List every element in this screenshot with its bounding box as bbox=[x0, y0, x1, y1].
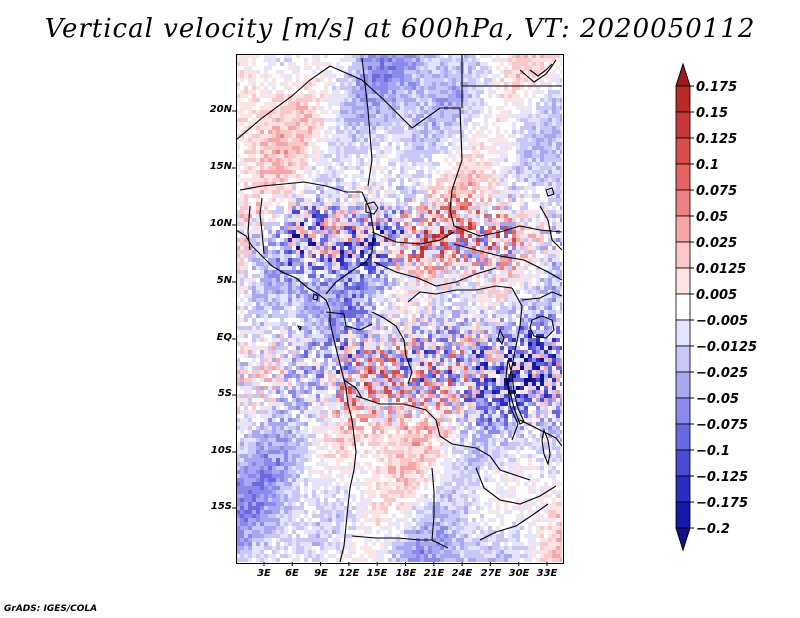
lon-label: 30E bbox=[508, 568, 530, 579]
colorbar-label: −0.025 bbox=[696, 366, 749, 381]
lon-label: 15E bbox=[366, 568, 388, 579]
border-gabon bbox=[325, 311, 373, 331]
colorbar-label: −0.0125 bbox=[696, 340, 758, 355]
border-chad-sudan bbox=[411, 107, 463, 227]
country-borders bbox=[236, 54, 562, 562]
colorbar-label: 0.15 bbox=[696, 106, 729, 121]
border-niger-nigeria bbox=[239, 181, 362, 193]
colorbar bbox=[675, 62, 694, 552]
lon-label: 33E bbox=[536, 568, 558, 579]
lat-label: 5N bbox=[216, 275, 232, 286]
border-uganda-kenya bbox=[521, 291, 562, 301]
border-tanzania bbox=[519, 419, 562, 447]
border-niger-chad bbox=[361, 57, 373, 187]
colorbar-label: −0.075 bbox=[696, 418, 749, 433]
colorbar-label: 0.025 bbox=[696, 236, 738, 251]
border-car-south bbox=[373, 261, 497, 287]
border-chad-car bbox=[371, 231, 455, 245]
colorbar-segment bbox=[675, 397, 691, 425]
lat-label: 15N bbox=[209, 161, 232, 172]
colorbar-segment bbox=[675, 475, 691, 503]
red-sea-coast bbox=[519, 59, 557, 83]
colorbar-label: −0.175 bbox=[696, 496, 749, 511]
lat-label: 10S bbox=[210, 445, 232, 456]
lake-malawi bbox=[541, 428, 551, 466]
colorbar-label: 0.0125 bbox=[696, 262, 747, 277]
island-sao-tome bbox=[296, 325, 302, 332]
colorbar-segment bbox=[675, 371, 691, 399]
colorbar-label: −0.1 bbox=[696, 444, 730, 459]
lon-label: 9E bbox=[314, 568, 328, 579]
border-angola-zambia bbox=[431, 467, 435, 541]
map-title: Vertical velocity [m/s] at 600hPa, VT: 2… bbox=[44, 14, 756, 44]
lat-label: 5S bbox=[217, 388, 232, 399]
border-drc-car bbox=[407, 285, 513, 303]
border-niger-algeria bbox=[236, 65, 331, 141]
border-ethiopia bbox=[539, 205, 562, 251]
colorbar-bottom-arrow bbox=[675, 527, 691, 552]
border-togo bbox=[247, 205, 251, 251]
lake-victoria bbox=[529, 315, 555, 339]
colorbar-label: 0.05 bbox=[696, 210, 729, 225]
colorbar-segment bbox=[675, 163, 691, 191]
border-drc-angola bbox=[355, 395, 531, 481]
colorbar-segment bbox=[675, 501, 691, 529]
velocity-field bbox=[236, 54, 562, 562]
lat-label: 10N bbox=[209, 218, 232, 229]
colorbar-segment bbox=[675, 345, 691, 373]
lake-tanganyika bbox=[505, 359, 525, 425]
footer-credit: GrADS: IGES/COLA bbox=[4, 604, 98, 614]
border-cabinda bbox=[343, 379, 363, 399]
lake-chad bbox=[365, 201, 379, 215]
border-nigeria-cameroon bbox=[325, 191, 375, 295]
colorbar-segment bbox=[675, 241, 691, 269]
lon-label: 18E bbox=[395, 568, 417, 579]
lake-kivu bbox=[497, 328, 505, 346]
colorbar-segment bbox=[675, 293, 691, 321]
colorbar-segment bbox=[675, 449, 691, 477]
colorbar-segment bbox=[675, 189, 691, 217]
colorbar-label: 0.125 bbox=[696, 132, 738, 147]
border-zambia bbox=[475, 467, 557, 505]
colorbar-top-arrow bbox=[675, 62, 691, 87]
border-sudan-south bbox=[453, 225, 562, 237]
colorbar-segment bbox=[675, 111, 691, 139]
colorbar-segment bbox=[675, 85, 691, 113]
colorbar-label: 0.075 bbox=[696, 184, 738, 199]
border-congo-rep bbox=[371, 311, 413, 385]
lon-label: 3E bbox=[257, 568, 271, 579]
border-drc-east bbox=[507, 287, 523, 441]
border-libya-chad bbox=[329, 65, 413, 129]
border-benin bbox=[259, 197, 265, 255]
colorbar-label: −0.05 bbox=[696, 392, 739, 407]
lat-label: 15S bbox=[210, 501, 232, 512]
border-zimbabwe bbox=[479, 503, 549, 541]
lake-tana bbox=[545, 187, 555, 197]
coastline bbox=[236, 229, 357, 562]
lon-label: 12E bbox=[338, 568, 360, 579]
border-south-sudan bbox=[453, 243, 562, 281]
axis-ticks bbox=[232, 110, 548, 566]
colorbar-segment bbox=[675, 267, 691, 295]
lon-label: 6E bbox=[285, 568, 299, 579]
colorbar-label: −0.125 bbox=[696, 470, 749, 485]
colorbar-label: 0.175 bbox=[696, 80, 738, 95]
border-angola-namibia bbox=[351, 535, 449, 549]
lon-label: 27E bbox=[480, 568, 502, 579]
lon-label: 21E bbox=[423, 568, 445, 579]
lat-label: 20N bbox=[209, 104, 232, 115]
colorbar-label: 0.005 bbox=[696, 288, 738, 303]
lon-label: 24E bbox=[451, 568, 473, 579]
colorbar-label: −0.2 bbox=[696, 522, 730, 537]
colorbar-label: −0.005 bbox=[696, 314, 749, 329]
border-eritrea bbox=[529, 63, 553, 77]
colorbar-segment bbox=[675, 215, 691, 243]
colorbar-label: 0.1 bbox=[696, 158, 720, 173]
island-bioko bbox=[312, 293, 319, 301]
colorbar-segment bbox=[675, 319, 691, 347]
colorbar-segment bbox=[675, 423, 691, 451]
colorbar-segment bbox=[675, 137, 691, 165]
lat-label: EQ bbox=[216, 332, 232, 343]
